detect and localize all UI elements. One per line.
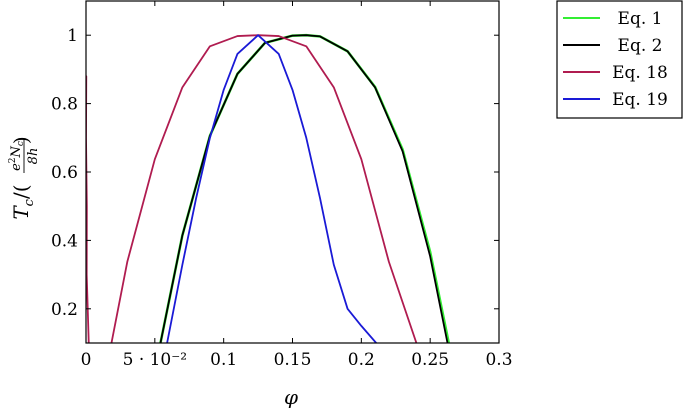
x-axis-label: φ [284, 385, 298, 408]
y-tick-label-3: 0.8 [51, 95, 78, 115]
y-tick-label-1: 0.4 [51, 231, 78, 251]
x-tick-label-1: 5 · 10⁻² [123, 350, 187, 370]
y-tick-label-0: 0.2 [51, 300, 78, 320]
svg-text:Tc/( ): Tc/( ) [9, 136, 37, 219]
y-label-num-e: e [9, 163, 24, 171]
x-tick-label-4: 0.2 [348, 350, 375, 370]
series-line-eq-19 [166, 34, 378, 343]
y-label-num-n: N [9, 145, 24, 158]
y-label-num-sub: c [16, 141, 26, 146]
y-tick-label-4: 1 [67, 26, 78, 46]
legend-label-3: Eq. 19 [612, 90, 668, 110]
x-axis-ticks: 0 5 · 10⁻² 0.1 0.15 0.2 0.25 0.3 [81, 1, 513, 370]
x-tick-label-0: 0 [81, 350, 92, 370]
y-label-fraction: e2Nc 8h [8, 139, 41, 173]
y-label-denominator: 8h [26, 148, 41, 165]
y-axis-ticks: 0.2 0.4 0.6 0.8 1 [51, 26, 499, 320]
legend-label-1: Eq. 2 [618, 36, 663, 56]
x-tick-label-2: 0.1 [210, 350, 237, 370]
legend: Eq. 1 Eq. 2 Eq. 18 Eq. 19 [556, 0, 683, 119]
y-tick-label-2: 0.6 [51, 163, 78, 183]
svg-text:e2Nc: e2Nc [8, 141, 26, 171]
series-line-eq-2 [159, 34, 449, 343]
y-axis-label: Tc/( ) e2Nc 8h [8, 136, 41, 219]
series-line-eq-1 [159, 33, 451, 343]
y-label-suffix: ) [9, 136, 33, 144]
x-tick-label-6: 0.3 [485, 350, 512, 370]
y-label-prefix-sub: c [22, 198, 37, 206]
y-label-num-sup: 2 [8, 157, 18, 163]
y-label-prefix: T [9, 205, 33, 220]
x-tick-label-5: 0.25 [411, 350, 449, 370]
series-layer [86, 33, 451, 343]
y-label-slash: /( [9, 185, 33, 200]
legend-items: Eq. 1 Eq. 2 Eq. 18 Eq. 19 [563, 9, 668, 110]
legend-label-2: Eq. 18 [612, 63, 668, 83]
x-tick-label-3: 0.15 [274, 350, 312, 370]
legend-label-0: Eq. 1 [618, 9, 663, 29]
series-line-eq-18 [86, 34, 418, 343]
